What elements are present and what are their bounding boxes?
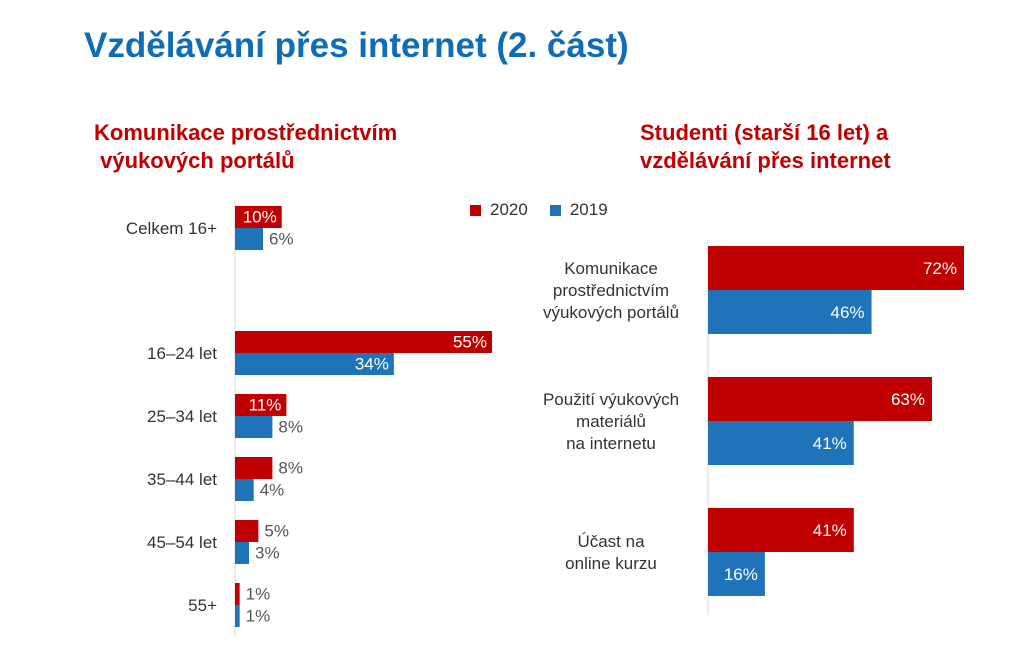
data-label: 3% (255, 544, 280, 563)
bar-2020 (235, 394, 287, 416)
right-chart-title: Studenti (starší 16 let) a vzdělávání př… (640, 120, 891, 173)
category-label: Komunikace prostřednictvím výukových portá… (543, 259, 679, 322)
bar-2020 (235, 583, 240, 605)
data-label: 1% (246, 607, 271, 626)
data-label: 41% (813, 434, 847, 453)
data-label: 46% (831, 303, 865, 322)
bar-2019 (708, 290, 872, 334)
bar-2019 (235, 479, 254, 501)
data-label: 55% (453, 333, 487, 352)
bar-2020 (708, 508, 854, 552)
legend-label-2020: 2020 (490, 200, 528, 219)
bar-2020 (235, 206, 282, 228)
category-label: 16–24 let (147, 344, 217, 363)
category-label: 25–34 let (147, 407, 217, 426)
bar-2019 (708, 552, 765, 596)
legend-swatch-2020 (470, 204, 481, 216)
data-label: 6% (269, 230, 294, 249)
data-label: 41% (813, 521, 847, 540)
bar-2020 (235, 457, 273, 479)
data-label: 10% (243, 208, 277, 227)
legend-item-2019: 2019 (549, 200, 608, 220)
category-label: 45–54 let (147, 533, 217, 552)
bar-2020 (235, 520, 259, 542)
data-label: 1% (246, 585, 271, 604)
bar-2019 (235, 605, 240, 627)
left-chart-title: Komunikace prostřednictvím výukových por… (94, 120, 398, 173)
bar-2020 (235, 331, 492, 353)
data-label: 16% (724, 565, 758, 584)
data-label: 34% (355, 355, 389, 374)
bar-2019 (235, 542, 250, 564)
category-label: Použití výukových materiálů na internetu (543, 390, 679, 453)
bar-2019 (235, 228, 264, 250)
data-label: 4% (260, 481, 285, 500)
bar-2020 (708, 377, 932, 421)
page-title: Vzdělávání přes internet (2. část) (84, 26, 629, 65)
data-label: 5% (264, 522, 289, 541)
bar-2020 (708, 246, 964, 290)
data-label: 8% (278, 459, 303, 478)
chart-legend: 2020 2019 (470, 200, 630, 220)
category-label: 55+ (188, 596, 217, 615)
category-label: Účast na online kurzu (565, 532, 657, 573)
data-label: 8% (278, 418, 303, 437)
bar-2019 (235, 353, 394, 375)
data-label: 72% (923, 259, 957, 278)
bar-2019 (708, 421, 854, 465)
legend-label-2019: 2019 (569, 200, 608, 219)
legend-swatch-2019 (549, 204, 561, 216)
bar-2019 (235, 416, 273, 438)
data-label: 11% (249, 396, 282, 415)
data-label: 63% (891, 390, 925, 409)
category-label: Celkem 16+ (126, 219, 217, 238)
legend-item-2020: 2020 (470, 200, 528, 220)
category-label: 35–44 let (147, 470, 217, 489)
